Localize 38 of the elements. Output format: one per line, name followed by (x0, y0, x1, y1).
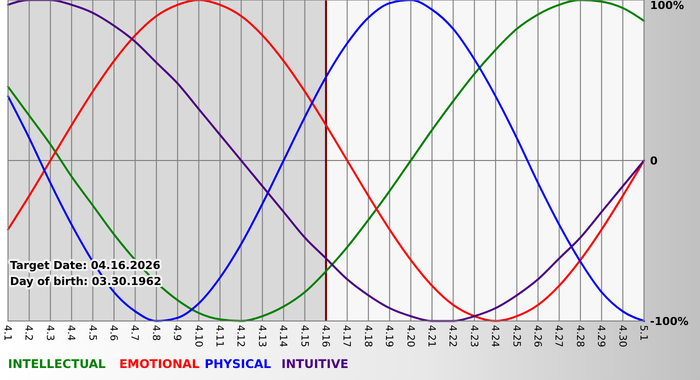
text: EMOTIONAL (119, 357, 200, 371)
text: INTUITIVE (281, 357, 348, 371)
x-tick-label: 4.25 (510, 325, 522, 348)
x-tick-label: 4.11 (214, 325, 224, 348)
x-tick-label: 4.10 (192, 325, 204, 348)
x-tick-label: 4.15 (298, 325, 310, 348)
x-tick-label: 4.19 (383, 325, 394, 348)
x-tick-label: 4.3 (44, 325, 55, 341)
x-tick-label: 4.18 (362, 325, 373, 348)
x-tick-label: 4.7 (128, 325, 140, 341)
x-tick-label: 4.26 (532, 325, 542, 348)
x-tick-label: 4.16 (320, 325, 330, 348)
x-tick-label: 4.28 (574, 325, 585, 348)
x-tick-label: 4.14 (277, 325, 288, 348)
x-tick-label: 4.20 (404, 325, 416, 348)
x-tick-label: 4.21 (426, 325, 436, 348)
x-tick-label: 4.12 (234, 325, 246, 348)
x-tick-label: 4.1 (2, 325, 12, 341)
x-tick-label: 4.24 (489, 325, 500, 348)
x-tick-label: 4.30 (616, 325, 628, 348)
x-tick-label: 4.8 (150, 325, 161, 341)
y-tick-label: 0 (650, 154, 658, 168)
x-tick-label: 4.22 (446, 325, 458, 348)
text: PHYSICAL (204, 357, 272, 371)
x-tick-label: 4.29 (595, 325, 606, 348)
x-tick-label: 4.27 (552, 325, 564, 348)
y-tick-label: -100% (650, 314, 689, 328)
x-tick-label: 4.6 (108, 325, 118, 341)
x-tick-label: 4.13 (256, 325, 267, 348)
x-tick-label: 4.17 (340, 325, 352, 348)
x-tick-label: 4.5 (86, 325, 98, 341)
text: INTELLECTUAL (8, 357, 106, 371)
x-tick-label: 4.4 (65, 325, 76, 341)
x-tick-label: 5.1 (638, 325, 648, 341)
y-tick-label: 100% (650, 0, 684, 12)
x-tick-label: 4.23 (468, 325, 479, 348)
x-tick-label: 4.9 (171, 325, 182, 341)
x-tick-label: 4.2 (22, 325, 34, 341)
